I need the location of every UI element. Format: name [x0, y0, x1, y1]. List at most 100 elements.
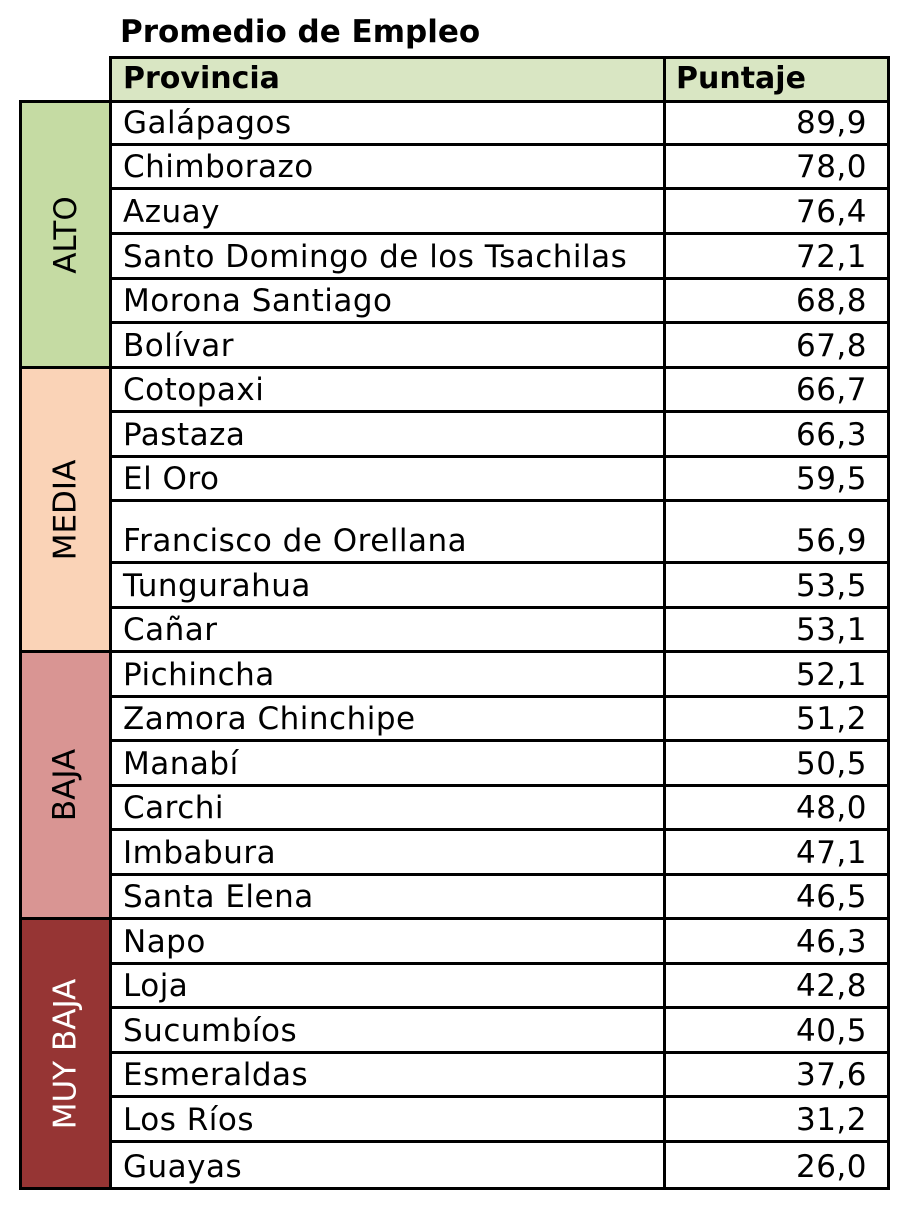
provincia-label: Esmeraldas [123, 1057, 309, 1093]
group-band: BAJA [19, 650, 112, 920]
cell-provincia: Morona Santiago [109, 277, 666, 324]
cell-provincia: Francisco de Orellana [109, 499, 666, 564]
puntaje-value: 42,8 [795, 968, 867, 1004]
cell-provincia: Guayas [109, 1140, 666, 1190]
provincia-label: Pastaza [123, 417, 246, 453]
puntaje-value: 67,8 [795, 328, 867, 364]
puntaje-value: 47,1 [795, 835, 867, 871]
puntaje-value: 51,2 [795, 701, 867, 737]
puntaje-value: 48,0 [795, 790, 867, 826]
puntaje-value: 68,8 [795, 283, 867, 319]
cell-puntaje: 53,5 [663, 561, 890, 609]
cell-provincia: Sucumbíos [109, 1006, 666, 1054]
provincia-label: Galápagos [123, 105, 292, 141]
cell-provincia: Galápagos [109, 100, 666, 146]
provincia-label: Santo Domingo de los Tsachilas [123, 239, 628, 275]
puntaje-value: 76,4 [795, 194, 867, 230]
provincia-label: Sucumbíos [123, 1013, 298, 1049]
cell-puntaje: 42,8 [663, 962, 890, 1009]
provincia-label: Francisco de Orellana [123, 523, 468, 559]
cell-puntaje: 72,1 [663, 232, 890, 280]
cell-puntaje: 40,5 [663, 1006, 890, 1054]
cell-provincia: Bolívar [109, 321, 666, 369]
provincia-label: Chimborazo [123, 149, 314, 185]
puntaje-value: 50,5 [795, 746, 867, 782]
cell-puntaje: 53,1 [663, 606, 890, 653]
puntaje-value: 53,5 [795, 568, 867, 604]
cell-puntaje: 48,0 [663, 784, 890, 831]
group-band: MEDIA [19, 366, 112, 653]
cell-provincia: Santo Domingo de los Tsachilas [109, 232, 666, 280]
cell-provincia: Azuay [109, 187, 666, 235]
cell-provincia: Cañar [109, 606, 666, 653]
puntaje-value: 66,3 [795, 417, 867, 453]
puntaje-value: 78,0 [795, 149, 867, 185]
provincia-label: Tungurahua [123, 568, 311, 604]
cell-puntaje: 66,3 [663, 410, 890, 458]
cell-provincia: El Oro [109, 455, 666, 502]
provincia-label: Morona Santiago [123, 283, 393, 319]
puntaje-value: 59,5 [795, 461, 867, 497]
cell-puntaje: 31,2 [663, 1095, 890, 1143]
group-label: MEDIA [47, 459, 84, 560]
cell-puntaje: 26,0 [663, 1140, 890, 1190]
puntaje-value: 56,9 [795, 523, 867, 559]
cell-provincia: Esmeraldas [109, 1051, 666, 1098]
cell-provincia: Loja [109, 962, 666, 1009]
provincia-label: Loja [123, 968, 189, 1004]
provincia-label: Cañar [123, 612, 218, 648]
puntaje-value: 53,1 [795, 612, 867, 648]
cell-provincia: Cotopaxi [109, 366, 666, 413]
cell-provincia: Santa Elena [109, 873, 666, 920]
cell-puntaje: 37,6 [663, 1051, 890, 1098]
column-header-puntaje: Puntaje [663, 56, 890, 103]
cell-provincia: Pastaza [109, 410, 666, 458]
puntaje-value: 52,1 [795, 657, 867, 693]
cell-puntaje: 56,9 [663, 499, 890, 564]
cell-provincia: Napo [109, 917, 666, 965]
puntaje-value: 46,3 [795, 924, 867, 960]
puntaje-value: 26,0 [795, 1149, 867, 1185]
cell-provincia: Los Ríos [109, 1095, 666, 1143]
cell-provincia: Chimborazo [109, 143, 666, 190]
puntaje-value: 66,7 [795, 372, 867, 408]
cell-puntaje: 51,2 [663, 695, 890, 742]
puntaje-value: 46,5 [795, 879, 867, 915]
provincia-label: Azuay [123, 194, 220, 230]
provincia-label: Los Ríos [123, 1102, 254, 1138]
provincia-label: Santa Elena [123, 879, 314, 915]
cell-puntaje: 66,7 [663, 366, 890, 413]
cell-puntaje: 46,3 [663, 917, 890, 965]
group-label: ALTO [47, 195, 84, 274]
puntaje-value: 72,1 [795, 239, 867, 275]
cell-provincia: Carchi [109, 784, 666, 831]
provincia-label: Zamora Chinchipe [123, 701, 416, 737]
cell-provincia: Zamora Chinchipe [109, 695, 666, 742]
group-label: BAJA [47, 748, 84, 822]
group-label: MUY BAJA [47, 978, 84, 1129]
cell-provincia: Manabí [109, 739, 666, 787]
provincia-label: Bolívar [123, 328, 235, 364]
provincia-label: Pichincha [123, 657, 275, 693]
provincia-label: Imbabura [123, 835, 277, 871]
puntaje-value: 37,6 [795, 1057, 867, 1093]
provincia-label: Cotopaxi [123, 372, 265, 408]
cell-puntaje: 76,4 [663, 187, 890, 235]
cell-puntaje: 59,5 [663, 455, 890, 502]
cell-puntaje: 67,8 [663, 321, 890, 369]
cell-puntaje: 47,1 [663, 828, 890, 876]
cell-puntaje: 78,0 [663, 143, 890, 190]
cell-provincia: Pichincha [109, 650, 666, 698]
provincia-label: Manabí [123, 746, 239, 782]
cell-puntaje: 52,1 [663, 650, 890, 698]
table-title: Promedio de Empleo [120, 14, 481, 50]
puntaje-value: 89,9 [795, 105, 867, 141]
cell-puntaje: 50,5 [663, 739, 890, 787]
cell-provincia: Imbabura [109, 828, 666, 876]
cell-puntaje: 89,9 [663, 100, 890, 146]
group-band: MUY BAJA [19, 917, 112, 1190]
provincia-label: El Oro [123, 461, 220, 497]
column-header-provincia: Provincia [109, 56, 666, 103]
puntaje-value: 31,2 [795, 1102, 867, 1138]
provincia-label: Napo [123, 924, 206, 960]
